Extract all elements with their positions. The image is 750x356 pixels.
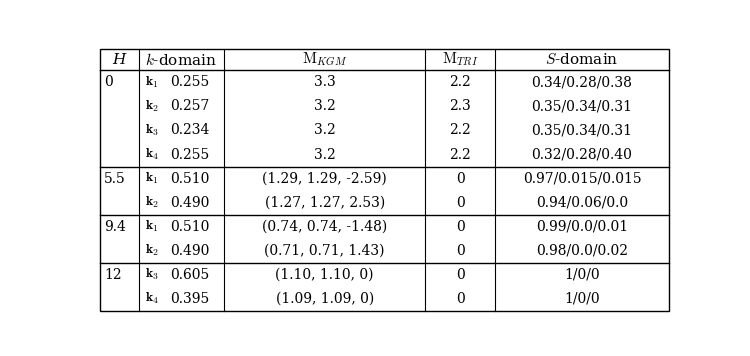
- Text: 0.255: 0.255: [170, 147, 209, 162]
- Text: 0: 0: [456, 220, 465, 234]
- Text: 0: 0: [456, 292, 465, 306]
- Text: $\mathbf{k}_{4}$: $\mathbf{k}_{4}$: [145, 291, 160, 307]
- Text: 0.510: 0.510: [170, 172, 209, 185]
- Text: $\mathbf{k}_{1}$: $\mathbf{k}_{1}$: [145, 75, 159, 90]
- Text: $S$-domain: $S$-domain: [545, 52, 619, 67]
- Text: 0.99/0.0/0.01: 0.99/0.0/0.01: [536, 220, 628, 234]
- Text: 0.35/0.34/0.31: 0.35/0.34/0.31: [532, 124, 632, 137]
- Text: (1.10, 1.10, 0): (1.10, 1.10, 0): [275, 268, 374, 282]
- Text: 0.32/0.28/0.40: 0.32/0.28/0.40: [532, 147, 632, 162]
- Text: $\mathbf{k}_{3}$: $\mathbf{k}_{3}$: [145, 123, 159, 138]
- Text: (1.27, 1.27, 2.53): (1.27, 1.27, 2.53): [265, 195, 385, 210]
- Text: 3.2: 3.2: [314, 99, 335, 114]
- Text: 0.490: 0.490: [170, 195, 209, 210]
- Text: 0.98/0.0/0.02: 0.98/0.0/0.02: [536, 244, 628, 258]
- Text: $\mathbf{k}_{4}$: $\mathbf{k}_{4}$: [145, 147, 160, 162]
- Text: 0: 0: [456, 244, 465, 258]
- Text: H: H: [112, 53, 126, 67]
- Text: 0.257: 0.257: [170, 99, 209, 114]
- Text: 0.35/0.34/0.31: 0.35/0.34/0.31: [532, 99, 632, 114]
- Text: (1.09, 1.09, 0): (1.09, 1.09, 0): [275, 292, 374, 306]
- Text: $\mathbf{k}_{2}$: $\mathbf{k}_{2}$: [145, 195, 159, 210]
- Text: 5.5: 5.5: [104, 172, 125, 185]
- Text: 0.255: 0.255: [170, 75, 209, 89]
- Text: $\mathrm{M}_{TRI}$: $\mathrm{M}_{TRI}$: [442, 51, 478, 68]
- Text: $\mathbf{k}_{2}$: $\mathbf{k}_{2}$: [145, 99, 159, 114]
- Text: 0.234: 0.234: [170, 124, 209, 137]
- Text: 2.3: 2.3: [449, 99, 471, 114]
- Text: 0: 0: [456, 268, 465, 282]
- Text: (0.74, 0.74, -1.48): (0.74, 0.74, -1.48): [262, 220, 387, 234]
- Text: 2.2: 2.2: [449, 75, 471, 89]
- Text: $\mathrm{M}_{KGM}$: $\mathrm{M}_{KGM}$: [302, 51, 347, 68]
- Text: 0.395: 0.395: [170, 292, 209, 306]
- Text: 1/0/0: 1/0/0: [564, 292, 600, 306]
- Text: (1.29, 1.29, -2.59): (1.29, 1.29, -2.59): [262, 172, 387, 185]
- Text: (0.71, 0.71, 1.43): (0.71, 0.71, 1.43): [265, 244, 385, 258]
- Text: 3.2: 3.2: [314, 124, 335, 137]
- Text: 0.490: 0.490: [170, 244, 209, 258]
- Text: 9.4: 9.4: [104, 220, 126, 234]
- Text: $\mathbf{k}_{2}$: $\mathbf{k}_{2}$: [145, 243, 159, 258]
- Text: 0: 0: [456, 195, 465, 210]
- Text: 0: 0: [456, 172, 465, 185]
- Text: $\mathbf{k}_{1}$: $\mathbf{k}_{1}$: [145, 171, 159, 186]
- Text: 12: 12: [104, 268, 122, 282]
- Text: 3.3: 3.3: [314, 75, 335, 89]
- Text: 0.605: 0.605: [170, 268, 209, 282]
- Text: 3.2: 3.2: [314, 147, 335, 162]
- Text: 2.2: 2.2: [449, 147, 471, 162]
- Text: 2.2: 2.2: [449, 124, 471, 137]
- Text: $\mathbf{k}_{3}$: $\mathbf{k}_{3}$: [145, 267, 159, 282]
- Text: $\mathbf{k}_{1}$: $\mathbf{k}_{1}$: [145, 219, 159, 234]
- Text: 0.94/0.06/0.0: 0.94/0.06/0.0: [536, 195, 628, 210]
- Text: 0: 0: [104, 75, 112, 89]
- Text: $k$-domain: $k$-domain: [146, 52, 218, 68]
- Text: 0.510: 0.510: [170, 220, 209, 234]
- Text: 1/0/0: 1/0/0: [564, 268, 600, 282]
- Text: 0.97/0.015/0.015: 0.97/0.015/0.015: [523, 172, 641, 185]
- Text: 0.34/0.28/0.38: 0.34/0.28/0.38: [532, 75, 632, 89]
